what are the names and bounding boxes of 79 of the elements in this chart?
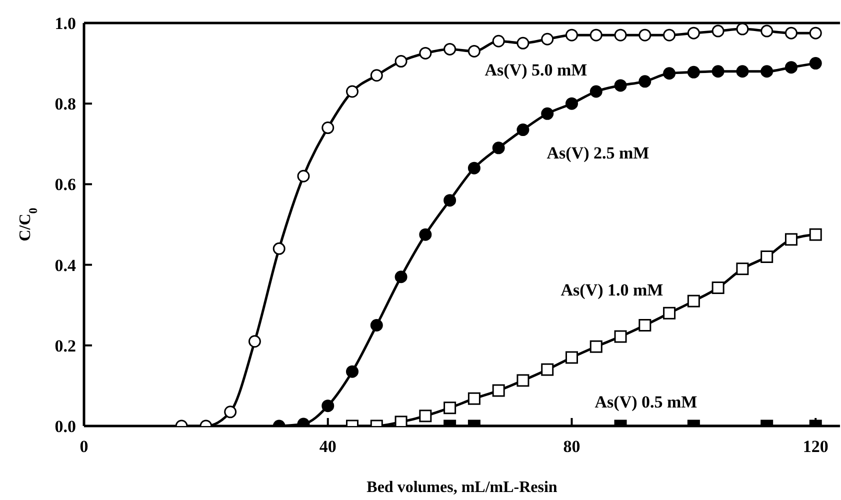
point bbox=[516, 374, 530, 387]
point bbox=[224, 406, 237, 418]
x-tick-label: 120 bbox=[802, 437, 828, 456]
point bbox=[590, 28, 602, 42]
point bbox=[687, 294, 700, 308]
point bbox=[492, 142, 505, 154]
point bbox=[614, 79, 627, 92]
point bbox=[638, 75, 652, 88]
y-tick-label: 0.4 bbox=[54, 256, 76, 275]
point bbox=[541, 32, 554, 46]
point bbox=[565, 97, 578, 110]
point bbox=[419, 46, 432, 60]
point bbox=[784, 233, 798, 246]
point bbox=[614, 28, 627, 42]
point bbox=[444, 194, 456, 207]
point bbox=[712, 65, 724, 78]
point bbox=[614, 330, 627, 343]
series-label: As(V) 5.0 mM bbox=[484, 60, 588, 80]
point bbox=[346, 85, 359, 98]
point bbox=[346, 365, 359, 378]
point bbox=[394, 55, 408, 68]
point bbox=[492, 34, 505, 48]
point bbox=[272, 242, 286, 255]
x-axis-title: Bed volumes, mL/mL-Resin bbox=[366, 479, 558, 496]
point bbox=[663, 306, 676, 320]
point bbox=[322, 400, 334, 412]
point bbox=[297, 170, 310, 182]
point bbox=[712, 24, 724, 38]
x-tick-label: 40 bbox=[319, 437, 336, 456]
series-label: As(V) 2.5 mM bbox=[546, 144, 650, 162]
point bbox=[760, 250, 774, 263]
point bbox=[590, 340, 602, 353]
point bbox=[809, 57, 822, 70]
point bbox=[663, 67, 676, 80]
point bbox=[784, 61, 798, 74]
point bbox=[784, 26, 798, 40]
point bbox=[760, 24, 774, 38]
point bbox=[736, 23, 749, 36]
point bbox=[565, 28, 578, 42]
point bbox=[419, 410, 432, 422]
point bbox=[394, 416, 408, 426]
point bbox=[419, 228, 432, 241]
point bbox=[516, 124, 530, 136]
point bbox=[370, 319, 383, 332]
point bbox=[468, 44, 480, 58]
point bbox=[370, 69, 383, 82]
point bbox=[638, 28, 652, 42]
series-label: As(V) 1.0 mM bbox=[560, 280, 664, 300]
point bbox=[809, 228, 822, 241]
point bbox=[638, 319, 652, 332]
point bbox=[444, 402, 456, 414]
point bbox=[565, 351, 578, 364]
point bbox=[248, 335, 261, 348]
point bbox=[809, 26, 822, 40]
y-tick-label: 0.0 bbox=[54, 417, 76, 436]
point bbox=[444, 42, 456, 56]
point bbox=[736, 65, 749, 78]
point bbox=[712, 282, 724, 294]
point bbox=[468, 392, 480, 405]
y-tick-label: 0.2 bbox=[54, 336, 76, 356]
point bbox=[492, 384, 505, 397]
y-tick-label: 0.6 bbox=[54, 175, 76, 194]
y-tick-label: 0.8 bbox=[54, 94, 76, 114]
point bbox=[541, 363, 554, 376]
point bbox=[394, 270, 408, 284]
point bbox=[687, 66, 700, 78]
point bbox=[736, 262, 749, 276]
y-tick-label: 1.0 bbox=[54, 14, 76, 34]
point bbox=[516, 36, 530, 50]
point bbox=[541, 107, 554, 120]
x-tick-label: 0 bbox=[80, 437, 88, 456]
point bbox=[590, 85, 602, 98]
point bbox=[663, 28, 676, 42]
point bbox=[687, 26, 700, 40]
point bbox=[322, 122, 334, 134]
series-label: As(V) 0.5 mM bbox=[594, 392, 698, 412]
point bbox=[760, 65, 774, 78]
point bbox=[468, 162, 480, 174]
x-tick-label: 80 bbox=[563, 437, 580, 456]
